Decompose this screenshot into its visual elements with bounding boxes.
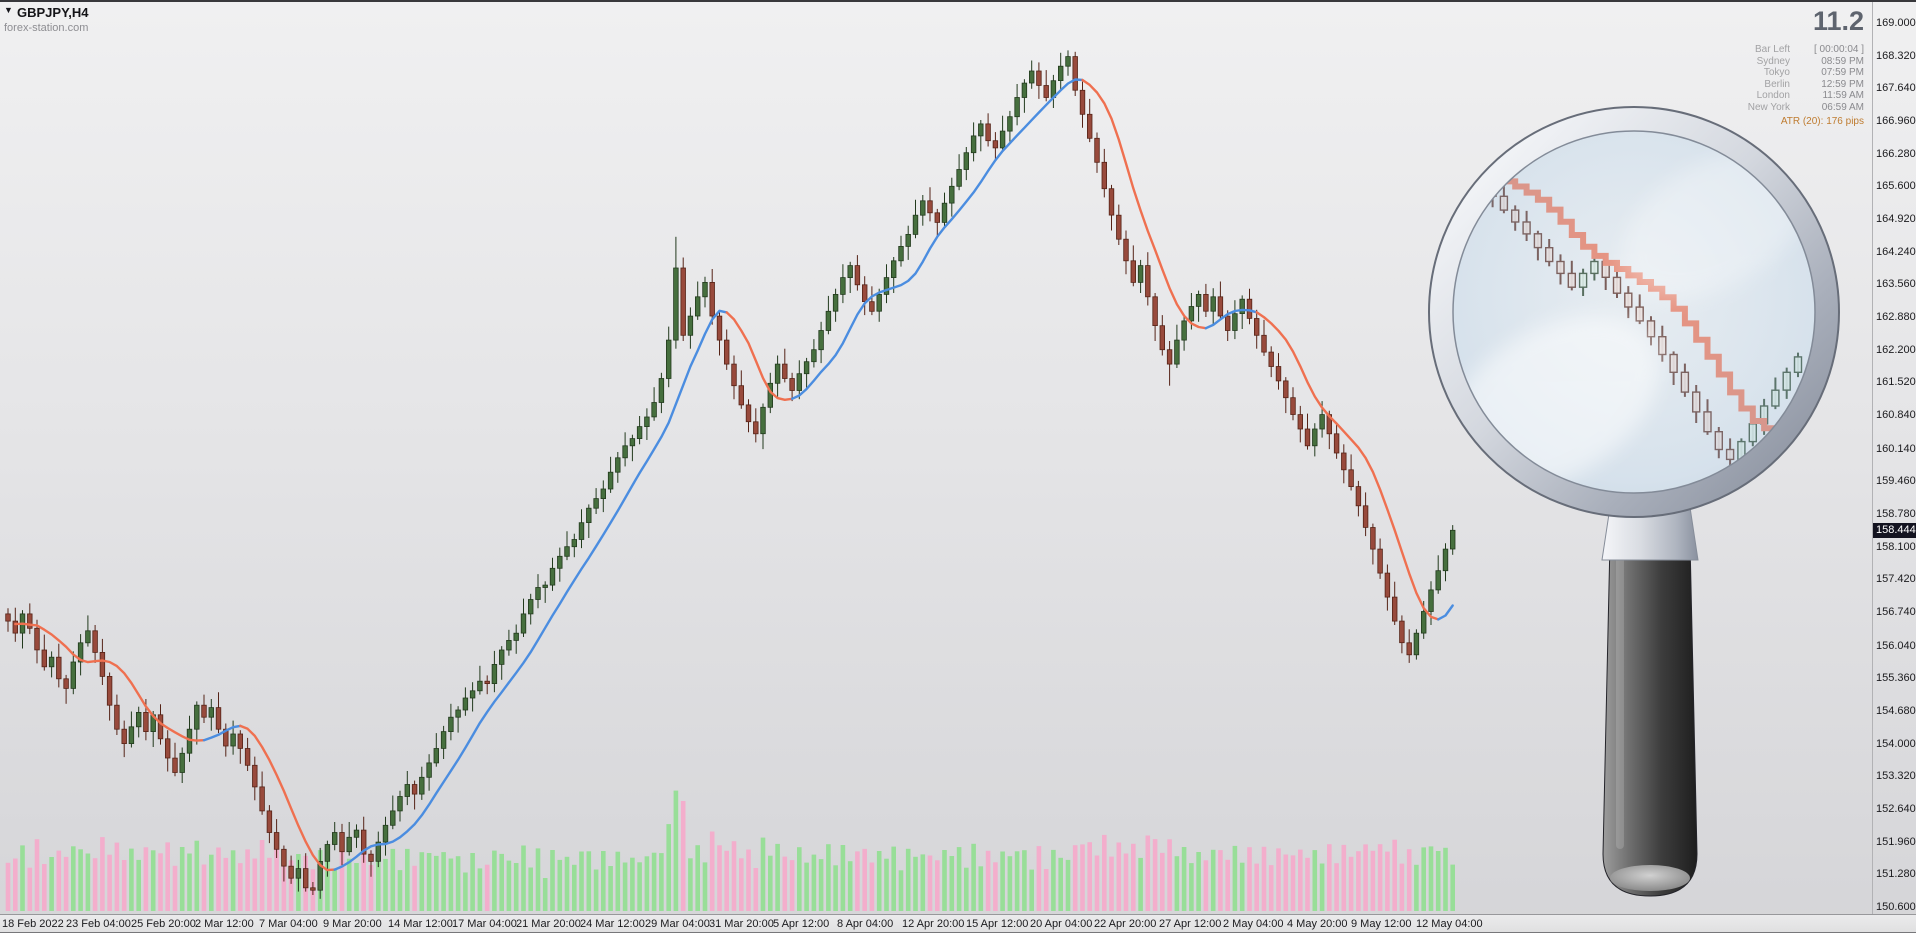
chart-expand-icon[interactable]: ▼ (4, 5, 13, 15)
price-axis-label: 160.140 (1876, 443, 1916, 455)
price-axis-label: 151.960 (1876, 836, 1916, 848)
price-axis-label: 164.920 (1876, 213, 1916, 225)
time-axis-label: 5 Apr 12:00 (773, 918, 830, 930)
time-axis-label: 20 Apr 04:00 (1030, 918, 1093, 930)
price-axis-label: 161.520 (1876, 376, 1916, 388)
time-axis-label: 2 May 04:00 (1223, 918, 1284, 930)
time-axis-label: 9 Mar 20:00 (323, 918, 382, 930)
price-axis-label: 150.600 (1876, 901, 1916, 913)
clock-row: London 11:59 AM (1756, 90, 1864, 101)
price-axis-label: 165.600 (1876, 180, 1916, 192)
candles (5, 50, 1456, 899)
time-axis-label: 18 Feb 2022 (2, 918, 64, 930)
price-axis-label: 153.320 (1876, 770, 1916, 782)
current-price-badge: 158.444 (1873, 523, 1916, 538)
clock-row: Sydney 08:59 PM (1756, 55, 1864, 67)
price-axis-label: 162.880 (1876, 311, 1916, 323)
time-axis-label: 31 Mar 20:00 (709, 918, 774, 930)
price-axis-label: 169.000 (1876, 17, 1916, 29)
symbol-title: GBPJPY,H4 (17, 5, 89, 20)
market-sessions-clock: Bar Left[ 00:00:04 ] Sydney 08:59 PM Tokyo 0… (1748, 44, 1864, 113)
time-axis-label: 15 Apr 12:00 (966, 918, 1029, 930)
time-axis-label: 12 May 04:00 (1416, 918, 1483, 930)
time-axis-label: 8 Apr 04:00 (837, 918, 894, 930)
time-axis-label: 24 Mar 12:00 (580, 918, 645, 930)
price-axis-label: 152.640 (1876, 803, 1916, 815)
clock-row: Bar Left[ 00:00:04 ] (1754, 44, 1864, 55)
time-axis-label: 21 Mar 20:00 (516, 918, 581, 930)
atr-value: ATR (20): 176 pips (1780, 116, 1864, 127)
price-axis[interactable]: 169.000 168.320 167.640 166.960 166.280 165.6… (1876, 2, 1916, 914)
price-axis-label: 164.240 (1876, 246, 1916, 258)
price-axis-label: 166.960 (1876, 115, 1916, 127)
time-axis-label: 4 May 20:00 (1287, 918, 1348, 930)
price-axis-label: 159.460 (1876, 475, 1916, 487)
time-axis-label: 9 May 12:00 (1351, 918, 1412, 930)
price-axis-label: 158.100 (1876, 541, 1916, 553)
time-axis-label: 12 Apr 20:00 (902, 918, 965, 930)
time-axis-label: 22 Apr 20:00 (1094, 918, 1157, 930)
clock-row: Tokyo 07:59 PM (1763, 67, 1864, 78)
volume-bars (5, 790, 1455, 911)
price-axis-separator (1872, 2, 1873, 914)
price-axis-label: 167.640 (1876, 82, 1916, 94)
price-axis-label: 157.420 (1876, 573, 1916, 585)
trend-ma-line (14, 78, 1454, 872)
price-axis-label: 158.780 (1876, 508, 1916, 520)
watermark: forex-station.com (4, 22, 89, 34)
clock-row: Berlin 12:59 PM (1764, 78, 1864, 90)
price-axis-label: 168.320 (1876, 50, 1916, 62)
price-axis-label: 155.360 (1876, 672, 1916, 684)
spread-indicator-value: 11.2 (1812, 6, 1864, 36)
time-axis-label: 14 Mar 12:00 (388, 918, 453, 930)
time-axis-label: 27 Apr 12:00 (1159, 918, 1222, 930)
price-axis-label: 166.280 (1876, 148, 1916, 160)
time-axis-label: 17 Mar 04:00 (452, 918, 517, 930)
clock-row: New York 06:59 AM (1747, 101, 1864, 113)
time-axis-label: 7 Mar 04:00 (259, 918, 318, 930)
price-axis-label: 156.740 (1876, 606, 1916, 618)
time-axis[interactable]: 18 Feb 2022 23 Feb 04:00 25 Feb 20:00 2 Mar… (0, 914, 1916, 932)
price-axis-label: 162.200 (1876, 344, 1916, 356)
price-axis-label: 156.040 (1876, 640, 1916, 652)
price-axis-label: 151.280 (1876, 868, 1916, 880)
price-axis-label: 154.680 (1876, 705, 1916, 717)
price-axis-label: 163.560 (1876, 278, 1916, 290)
time-axis-label: 25 Feb 20:00 (131, 918, 196, 930)
price-axis-label: 154.000 (1876, 738, 1916, 750)
price-axis-label: 160.840 (1876, 409, 1916, 421)
time-axis-label: 23 Feb 04:00 (66, 918, 131, 930)
time-axis-label: 29 Mar 04:00 (645, 918, 710, 930)
time-axis-label: 2 Mar 12:00 (195, 918, 254, 930)
